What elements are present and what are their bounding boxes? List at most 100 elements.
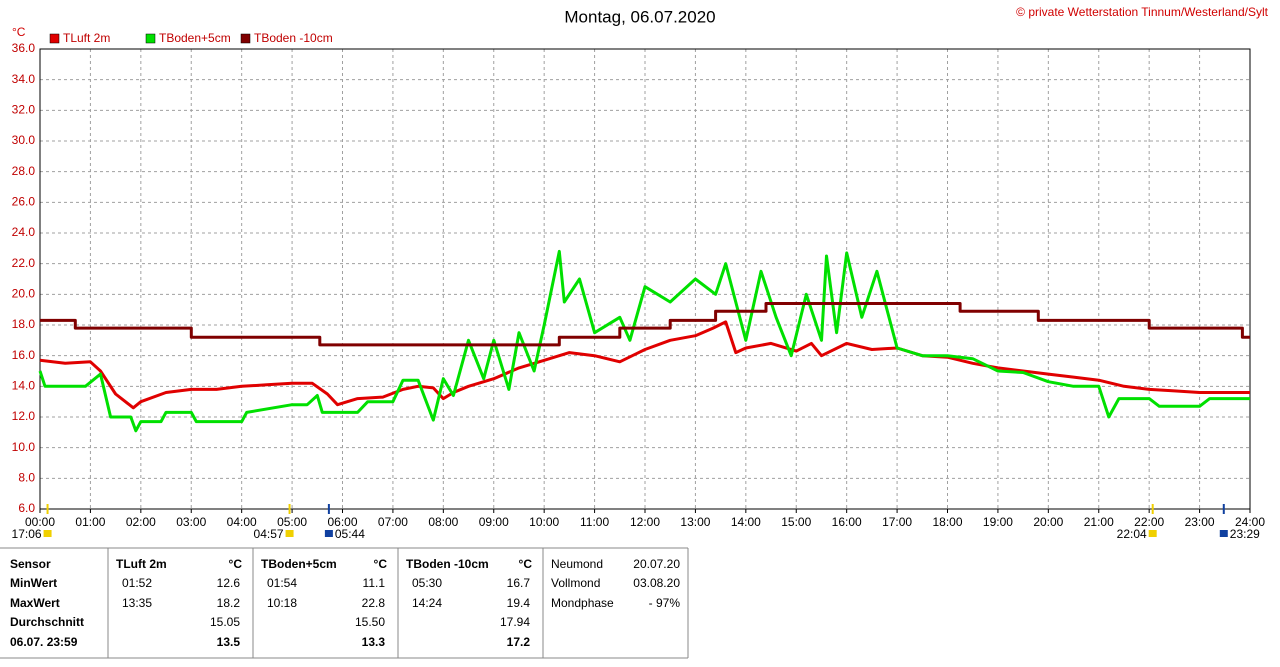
- x-tick-label: 20:00: [1033, 515, 1063, 529]
- annotation-label: 05:44: [335, 527, 365, 541]
- series-line: [40, 302, 1250, 347]
- x-tick-label: 08:00: [428, 515, 458, 529]
- max-time: 14:24: [412, 596, 442, 610]
- current-value: 17.2: [507, 635, 531, 649]
- max-value: 18.2: [217, 596, 241, 610]
- x-tick-label: 24:00: [1235, 515, 1265, 529]
- sensor-name: TBoden -10cm: [406, 557, 489, 571]
- max-time: 10:18: [267, 596, 297, 610]
- min-value: 11.1: [363, 576, 386, 590]
- y-tick-label: 20.0: [12, 287, 36, 301]
- avg-value: 15.50: [355, 615, 385, 629]
- moon-value: 20.07.20: [633, 557, 680, 571]
- sensor-unit: °C: [374, 557, 388, 571]
- min-value: 16.7: [507, 576, 531, 590]
- y-tick-label: 6.0: [18, 501, 35, 515]
- chart-title: Montag, 06.07.2020: [564, 7, 715, 26]
- row-label: Durchschnitt: [10, 615, 84, 629]
- annotation-label: 23:29: [1230, 527, 1260, 541]
- y-tick-label: 36.0: [12, 41, 36, 55]
- x-tick-label: 03:00: [176, 515, 206, 529]
- max-value: 22.8: [362, 596, 386, 610]
- y-tick-label: 32.0: [12, 103, 36, 117]
- x-tick-label: 10:00: [529, 515, 559, 529]
- copyright: © private Wetterstation Tinnum/Westerlan…: [1016, 5, 1269, 19]
- y-tick-label: 16.0: [12, 348, 36, 362]
- row-label: MaxWert: [10, 596, 60, 610]
- avg-value: 17.94: [500, 615, 530, 629]
- y-tick-label: 14.0: [12, 379, 36, 393]
- x-tick-label: 15:00: [781, 515, 811, 529]
- annotation-marker: [43, 530, 52, 537]
- plot-frame: [39, 48, 1251, 510]
- x-tick-label: 21:00: [1084, 515, 1114, 529]
- x-tick-label: 19:00: [983, 515, 1013, 529]
- annotation-marker: [285, 530, 294, 537]
- legend-label: TBoden -10cm: [254, 31, 333, 45]
- legend-swatch: [240, 33, 251, 44]
- avg-value: 15.05: [210, 615, 240, 629]
- max-value: 19.4: [507, 596, 531, 610]
- y-tick-label: 30.0: [12, 133, 36, 147]
- annotation-marker: [1219, 530, 1228, 537]
- moon-label: Vollmond: [551, 576, 600, 590]
- y-tick-label: 8.0: [18, 471, 35, 485]
- y-tick-label: 24.0: [12, 225, 36, 239]
- sensor-name: TBoden+5cm: [261, 557, 337, 571]
- annotation-label: 22:04: [1117, 527, 1147, 541]
- annotation-label: 17:06: [12, 527, 42, 541]
- series-line: [38, 249, 1250, 433]
- moon-value: 03.08.20: [633, 576, 680, 590]
- x-tick-label: 16:00: [832, 515, 862, 529]
- legend-label: TLuft 2m: [63, 31, 110, 45]
- min-value: 12.6: [217, 576, 241, 590]
- x-tick-label: 04:00: [227, 515, 257, 529]
- sensor-name: TLuft 2m: [116, 557, 167, 571]
- x-tick-label: 05:00: [277, 515, 307, 529]
- x-tick-label: 14:00: [731, 515, 761, 529]
- annotation-label: 04:57: [254, 527, 284, 541]
- y-tick-label: 28.0: [12, 164, 36, 178]
- current-value: 13.3: [362, 635, 386, 649]
- max-time: 13:35: [122, 596, 152, 610]
- y-axis-label: °C: [12, 25, 26, 39]
- y-tick-label: 10.0: [12, 440, 36, 454]
- x-tick-label: 18:00: [932, 515, 962, 529]
- x-tick-label: 01:00: [75, 515, 105, 529]
- sensor-unit: °C: [519, 557, 533, 571]
- min-time: 01:54: [267, 576, 297, 590]
- legend-label: TBoden+5cm: [159, 31, 231, 45]
- x-tick-label: 00:00: [25, 515, 55, 529]
- x-tick-label: 12:00: [630, 515, 660, 529]
- x-tick-label: 13:00: [680, 515, 710, 529]
- row-label: Sensor: [10, 557, 51, 571]
- y-tick-label: 12.0: [12, 409, 36, 423]
- current-value: 13.5: [217, 635, 241, 649]
- x-tick-label: 07:00: [378, 515, 408, 529]
- row-label: MinWert: [10, 576, 57, 590]
- legend-swatch: [145, 33, 156, 44]
- y-tick-label: 18.0: [12, 317, 36, 331]
- x-tick-label: 23:00: [1185, 515, 1215, 529]
- moon-label: Mondphase: [551, 596, 614, 610]
- annotation-marker: [324, 530, 333, 537]
- x-tick-label: 17:00: [882, 515, 912, 529]
- annotation-marker: [1148, 530, 1157, 537]
- sensor-unit: °C: [229, 557, 243, 571]
- min-time: 05:30: [412, 576, 442, 590]
- x-tick-label: 09:00: [479, 515, 509, 529]
- moon-value: - 97%: [649, 596, 681, 610]
- legend-swatch: [49, 33, 60, 44]
- series-line: [39, 320, 1250, 410]
- x-tick-label: 11:00: [580, 515, 609, 529]
- y-tick-label: 34.0: [12, 72, 36, 86]
- min-time: 01:52: [122, 576, 152, 590]
- y-tick-label: 22.0: [12, 256, 36, 270]
- x-tick-label: 02:00: [126, 515, 156, 529]
- x-tick-label: 22:00: [1134, 515, 1164, 529]
- x-tick-label: 06:00: [327, 515, 357, 529]
- y-tick-label: 26.0: [12, 195, 36, 209]
- row-label: 06.07. 23:59: [10, 635, 78, 649]
- moon-label: Neumond: [551, 557, 603, 571]
